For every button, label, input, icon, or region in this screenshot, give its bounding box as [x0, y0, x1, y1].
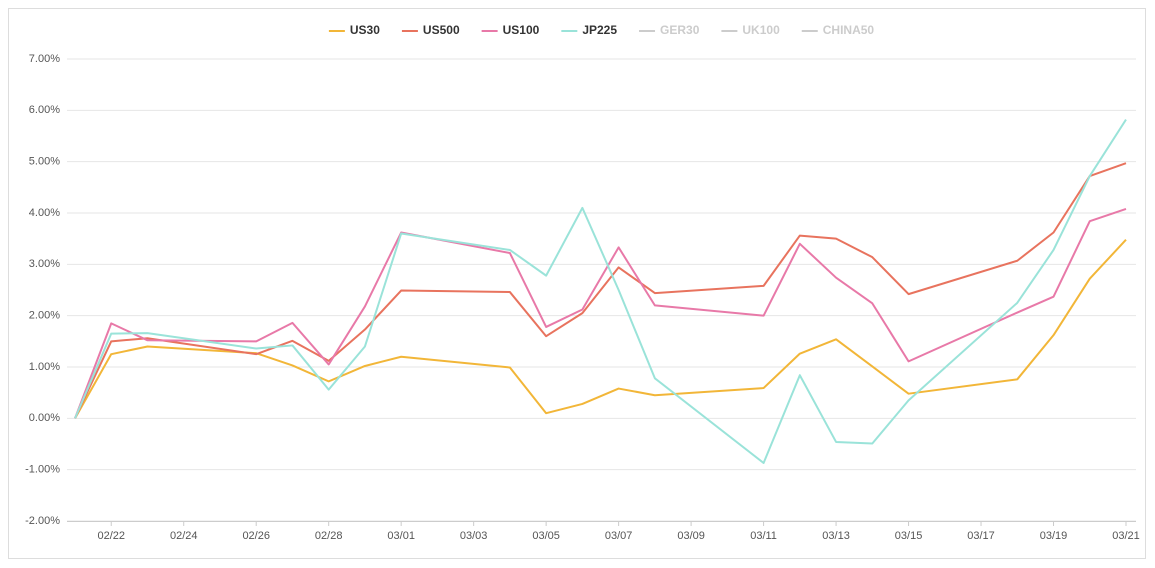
line-series: [74, 239, 1127, 419]
y-tick-label: 0.00%: [29, 412, 60, 424]
legend-label: US500: [423, 23, 460, 37]
x-tick-label: 02/22: [97, 530, 125, 542]
x-tick-label: 03/21: [1112, 530, 1140, 542]
x-tick-label: 03/09: [677, 530, 705, 542]
chart-frame: [8, 8, 1146, 559]
line-series: [74, 119, 1127, 464]
line-series: [74, 207, 1127, 419]
legend-item[interactable]: UK100: [721, 23, 780, 37]
x-tick-label: 03/01: [387, 530, 415, 542]
y-tick-label: -2.00%: [25, 515, 60, 527]
y-tick-label: 3.00%: [29, 258, 60, 270]
x-tick-label: 03/07: [605, 530, 633, 542]
y-tick-label: -1.00%: [25, 464, 60, 476]
legend-item[interactable]: CHINA50: [801, 23, 875, 37]
legend-item[interactable]: US500: [401, 23, 460, 37]
x-tick-label: 03/11: [750, 530, 777, 542]
legend-label: US30: [350, 23, 380, 37]
legend-label: US100: [503, 23, 540, 37]
legend-item[interactable]: US30: [328, 23, 380, 37]
x-tick-label: 03/05: [532, 530, 560, 542]
x-tick-label: 03/03: [460, 530, 488, 542]
legend: US30 US500 US100 JP225 GER30 UK100 CHINA50: [328, 23, 875, 37]
legend-label: GER30: [660, 23, 700, 37]
x-tick-label: 02/26: [242, 530, 270, 542]
legend-item[interactable]: US100: [481, 23, 540, 37]
x-tick-label: 02/24: [170, 530, 198, 542]
legend-item[interactable]: JP225: [561, 23, 617, 37]
y-tick-label: 7.00%: [29, 53, 60, 65]
x-tick-label: 02/28: [315, 530, 343, 542]
y-tick-label: 2.00%: [29, 310, 60, 322]
y-tick-label: 4.00%: [29, 207, 60, 219]
legend-label: UK100: [742, 23, 780, 37]
y-tick-label: 6.00%: [29, 104, 60, 116]
legend-label: CHINA50: [823, 23, 875, 37]
x-tick-label: 03/13: [822, 530, 850, 542]
legend-label: JP225: [582, 23, 617, 37]
legend-item[interactable]: GER30: [639, 23, 700, 37]
x-tick-label: 03/19: [1040, 530, 1068, 542]
x-tick-label: 03/15: [895, 530, 923, 542]
y-tick-label: 1.00%: [29, 361, 60, 373]
x-tick-label: 03/17: [967, 530, 995, 542]
y-tick-label: 5.00%: [29, 156, 60, 168]
